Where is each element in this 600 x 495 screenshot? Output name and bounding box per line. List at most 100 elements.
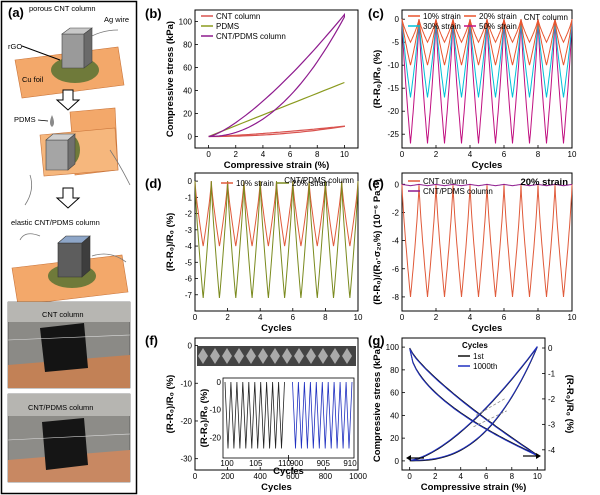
inset-y-tick: 0 bbox=[217, 378, 222, 387]
plot-frame bbox=[401, 9, 573, 149]
y-tick-label: 60 bbox=[183, 64, 192, 73]
series-line-1 bbox=[208, 81, 345, 138]
envelope-diamond bbox=[294, 348, 304, 364]
x-tick-label: 800 bbox=[319, 472, 333, 481]
legend-item: 1000th bbox=[473, 362, 497, 371]
y-tick-label: -7 bbox=[185, 291, 193, 300]
right-axis-arrowhead-icon bbox=[536, 453, 541, 459]
series-line-0 bbox=[208, 125, 345, 138]
x-tick-label: 2 bbox=[434, 313, 439, 322]
y-tick-label: 0 bbox=[395, 15, 400, 24]
y-tick-label: -10 bbox=[180, 379, 192, 388]
y-tick-label: 100 bbox=[386, 343, 400, 352]
envelope-diamond bbox=[210, 348, 220, 364]
y2-tick-label: -2 bbox=[548, 395, 556, 404]
envelope-diamond bbox=[282, 348, 292, 364]
ag-wire-label: Ag wire bbox=[104, 15, 129, 24]
plot-frame bbox=[194, 337, 359, 471]
y-tick-label: 0 bbox=[188, 177, 193, 186]
down-arrow-1-icon bbox=[55, 89, 81, 111]
cu-foil-label: Cu foil bbox=[22, 75, 44, 84]
elastic-cube-side bbox=[81, 235, 91, 278]
y-tick-label: 0 bbox=[395, 180, 400, 189]
chart-d: 0 2 4 6 8 10 0 -1 -2 -3 -4 -5 -6 -7 Cycles (R-R₀)/R₀ (%… bbox=[145, 172, 363, 334]
y-tick-label: -2 bbox=[185, 210, 193, 219]
x-axis-label: Cycles bbox=[472, 323, 503, 334]
x-tick-label: 10 bbox=[568, 313, 577, 322]
y-tick-label: 100 bbox=[179, 18, 193, 27]
y-tick-label: -4 bbox=[392, 237, 400, 246]
inset-line-right bbox=[292, 381, 353, 449]
x-tick-label: 10 bbox=[340, 150, 349, 159]
rgo-arrow bbox=[21, 45, 61, 61]
series-line-3 bbox=[401, 19, 573, 144]
ag-wire-5 bbox=[91, 253, 127, 263]
chart-c: 0 2 4 6 8 10 0 -5 -10 -15 -20 -25 Cycles (R-R₀)/R₀ (%… bbox=[368, 6, 577, 171]
envelope-diamond bbox=[318, 348, 328, 364]
y-axis-label: (R-R₀)/R₀ (%) bbox=[372, 50, 383, 109]
y-tick-label: 40 bbox=[390, 411, 399, 420]
inset-x-label: Cycles bbox=[273, 466, 304, 477]
ag-wire-4 bbox=[19, 233, 41, 241]
y-axis-label: (R-R₀)/R₀ (%) bbox=[165, 375, 176, 434]
x-axis-label: Compressive strain (%) bbox=[421, 482, 527, 493]
legend-item: 50% strain bbox=[479, 22, 517, 31]
x-tick-label: 8 bbox=[315, 150, 320, 159]
legend-item: 1st bbox=[473, 352, 484, 361]
panel-label: (d) bbox=[145, 176, 162, 191]
y2-axis-label: (R-R₀)/R₀ (%) bbox=[564, 375, 575, 434]
x-tick-label: 8 bbox=[510, 472, 515, 481]
series-line-0 bbox=[401, 19, 573, 44]
y-tick-label: -6 bbox=[392, 265, 400, 274]
envelope-diamond bbox=[198, 348, 208, 364]
envelope-diamond bbox=[330, 348, 340, 364]
y-tick-label: 0 bbox=[395, 457, 400, 466]
photo-1-bg bbox=[8, 302, 130, 322]
panel-label: (f) bbox=[145, 333, 158, 348]
x-tick-label: 8 bbox=[536, 150, 541, 159]
panel-label: (c) bbox=[368, 6, 384, 21]
y-tick-label: -5 bbox=[392, 38, 400, 47]
x-tick-label: 10 bbox=[533, 472, 542, 481]
photo-2-bg bbox=[8, 394, 130, 416]
photo-1-foil bbox=[8, 355, 130, 388]
legend-item: CNT column bbox=[216, 12, 260, 21]
plot-frame bbox=[401, 337, 546, 471]
down-arrow-2-icon bbox=[55, 187, 81, 209]
panel-a-label: (a) bbox=[8, 5, 24, 20]
panel-label: (b) bbox=[145, 6, 162, 21]
pdms-arrow bbox=[37, 119, 49, 122]
y2-tick-label: 0 bbox=[548, 344, 553, 353]
x-tick-label: 0 bbox=[407, 472, 412, 481]
legend-item: 10% strain bbox=[236, 179, 274, 188]
x-tick-label: 200 bbox=[221, 472, 235, 481]
x-tick-label: 600 bbox=[286, 472, 300, 481]
x-tick-label: 8 bbox=[323, 313, 328, 322]
photo-2-column bbox=[42, 418, 88, 470]
x-tick-label: 10 bbox=[568, 150, 577, 159]
envelope-diamond bbox=[270, 348, 280, 364]
y-tick-label: -20 bbox=[387, 107, 399, 116]
y-axis-label: (R-R₀)/(R₀·σ₂₀%) (10⁻⁶ Pa⁻¹) bbox=[372, 179, 383, 305]
legend-item: PDMS bbox=[216, 22, 239, 31]
x-tick-label: 6 bbox=[502, 150, 507, 159]
envelope-diamond bbox=[306, 348, 316, 364]
photo-1-label: CNT column bbox=[42, 310, 84, 319]
cnt-cube-1-side bbox=[83, 27, 93, 69]
inset-x-tick: 110 bbox=[278, 459, 291, 468]
chart-e: 0 2 4 6 8 10 0 -2 -4 -6 -8 Cycles (R-R₀)/(R₀·σ₂₀%) (… bbox=[368, 172, 577, 334]
photo-2-label: CNT/PDMS column bbox=[28, 403, 93, 412]
y-tick-label: 0 bbox=[188, 342, 193, 351]
legend-item: 20% strain bbox=[479, 12, 517, 21]
y-tick-label: -6 bbox=[185, 275, 193, 284]
y-tick-label: -10 bbox=[387, 61, 399, 70]
y-tick-label: 60 bbox=[390, 389, 399, 398]
envelope-diamond bbox=[234, 348, 244, 364]
y-tick-label: -5 bbox=[185, 258, 193, 267]
y-tick-label: -4 bbox=[185, 242, 193, 251]
y-tick-label: 80 bbox=[390, 366, 399, 375]
series-line-2 bbox=[208, 12, 345, 138]
y-axis-label: (R-R₀)/R₀ (%) bbox=[165, 213, 176, 272]
legend-item: 20% strain bbox=[292, 179, 330, 188]
